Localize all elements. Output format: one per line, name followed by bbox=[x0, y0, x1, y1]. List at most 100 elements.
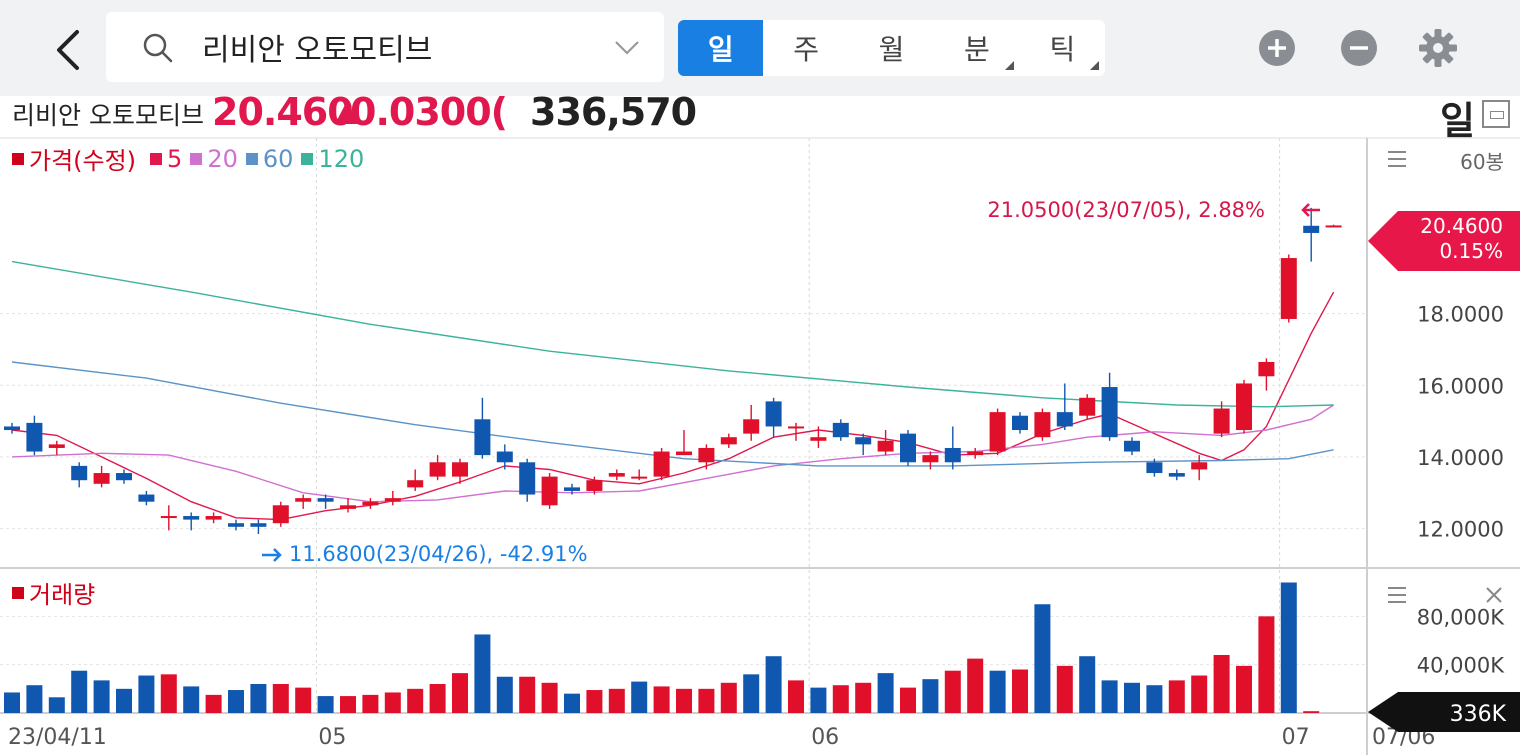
volume-bar bbox=[1303, 711, 1320, 713]
candle-body bbox=[720, 437, 737, 445]
volume-bar bbox=[384, 692, 401, 713]
close-icon[interactable] bbox=[1486, 587, 1502, 603]
moving-average-ma5 bbox=[11, 291, 1335, 521]
candle bbox=[900, 430, 916, 466]
legend-ma-20: 20 bbox=[190, 145, 238, 173]
volume-bar bbox=[900, 687, 916, 713]
current-price-label: 20.4600 bbox=[1420, 214, 1503, 238]
period-tab-0[interactable]: 일 bbox=[678, 20, 764, 76]
candle-body bbox=[496, 451, 513, 463]
volume-bar bbox=[608, 688, 625, 713]
candle-body bbox=[93, 473, 110, 484]
candle-body bbox=[340, 505, 356, 509]
candle bbox=[384, 490, 401, 506]
volume-bar bbox=[1101, 680, 1118, 713]
candle bbox=[832, 419, 849, 441]
candle-body bbox=[519, 462, 536, 495]
volume-bar bbox=[1213, 655, 1230, 713]
period-tab-3[interactable]: 분 bbox=[934, 20, 1019, 76]
candle-body bbox=[116, 473, 132, 481]
candle bbox=[340, 498, 356, 513]
candle-body bbox=[1213, 408, 1230, 434]
legend-swatch bbox=[245, 152, 258, 165]
candle bbox=[228, 519, 244, 531]
candle-body bbox=[384, 498, 401, 502]
x-tick-label: 07 bbox=[1282, 725, 1310, 750]
candle-body bbox=[1034, 412, 1051, 438]
chevron-down-icon[interactable] bbox=[614, 40, 640, 56]
zoom-out-button[interactable] bbox=[1339, 28, 1379, 68]
candle bbox=[810, 426, 827, 448]
volume-bar bbox=[1168, 680, 1185, 713]
period-tab-label: 주 bbox=[793, 33, 819, 66]
candle bbox=[855, 433, 872, 456]
current-volume-label: 336K bbox=[1450, 702, 1507, 727]
right-arrow-icon bbox=[262, 548, 282, 562]
volume-bar bbox=[720, 682, 737, 713]
volume-bar bbox=[765, 656, 782, 713]
candle-body bbox=[1236, 383, 1252, 431]
candle bbox=[1325, 224, 1342, 228]
period-tab-1[interactable]: 주 bbox=[763, 20, 848, 76]
volume-bar bbox=[272, 684, 289, 713]
candle-body bbox=[4, 426, 20, 431]
candle-count: 60봉 bbox=[1460, 150, 1504, 174]
expand-icon[interactable] bbox=[1482, 100, 1510, 128]
volume-bar bbox=[1280, 582, 1297, 713]
candle-body bbox=[765, 401, 782, 427]
current-volume-flag bbox=[1368, 692, 1520, 732]
candle bbox=[272, 501, 289, 527]
candle bbox=[250, 519, 267, 534]
volume-bar bbox=[474, 634, 491, 713]
candle bbox=[1191, 455, 1208, 481]
x-tick-label: 06 bbox=[811, 725, 839, 750]
candle-body bbox=[317, 498, 334, 502]
volume-bar bbox=[788, 680, 804, 713]
period-tab-4[interactable]: 틱 bbox=[1020, 20, 1105, 76]
candle bbox=[541, 473, 558, 509]
candle bbox=[1124, 437, 1140, 456]
candle-body bbox=[631, 476, 648, 479]
candle bbox=[653, 447, 670, 481]
volume-bar bbox=[4, 692, 20, 713]
candle-body bbox=[183, 516, 200, 520]
candle-body bbox=[855, 437, 872, 445]
candle bbox=[743, 404, 760, 441]
candle bbox=[989, 408, 1006, 456]
candle bbox=[295, 494, 312, 509]
candle-body bbox=[832, 422, 849, 438]
volume-bar bbox=[944, 670, 961, 713]
period-tab-label: 월 bbox=[878, 33, 905, 66]
volume-bar bbox=[429, 684, 446, 713]
volume-bar bbox=[832, 685, 849, 713]
volume-bar bbox=[1191, 675, 1208, 713]
candle bbox=[1258, 358, 1275, 391]
volume-bar bbox=[1124, 682, 1140, 713]
search-icon bbox=[143, 33, 173, 63]
price-change: 0.0300( bbox=[350, 90, 508, 134]
search-box[interactable]: 리비안 오토모티브 bbox=[106, 12, 664, 82]
candle-body bbox=[1146, 462, 1163, 474]
candle-body bbox=[564, 487, 580, 491]
candle-body bbox=[48, 444, 65, 448]
candle-body bbox=[586, 480, 603, 491]
volume-panel-menu-icon[interactable] bbox=[1388, 587, 1406, 603]
gear-icon[interactable] bbox=[1418, 28, 1458, 68]
candle-body bbox=[228, 523, 244, 527]
price-panel-menu-icon[interactable] bbox=[1388, 151, 1406, 167]
period-tab-2[interactable]: 월 bbox=[849, 20, 934, 76]
candle bbox=[1079, 394, 1096, 420]
period-tab-label: 분 bbox=[964, 33, 990, 66]
price-tick-label: 18.0000 bbox=[1417, 303, 1504, 327]
candle bbox=[4, 422, 20, 434]
zoom-in-button[interactable] bbox=[1257, 28, 1297, 68]
search-input[interactable]: 리비안 오토모티브 bbox=[202, 33, 433, 68]
stock-info-bar: 리비안 오토모티브 20.460 0.0300( 336,570 일 bbox=[0, 90, 1520, 143]
back-button[interactable] bbox=[40, 22, 96, 78]
candle-body bbox=[250, 523, 267, 527]
candle bbox=[944, 426, 961, 470]
top-bar: 리비안 오토모티브 일 주 월 분 틱 bbox=[0, 0, 1520, 96]
volume-bar bbox=[1056, 665, 1073, 713]
high-annotation: 21.0500(23/07/05), 2.88% bbox=[987, 198, 1265, 222]
